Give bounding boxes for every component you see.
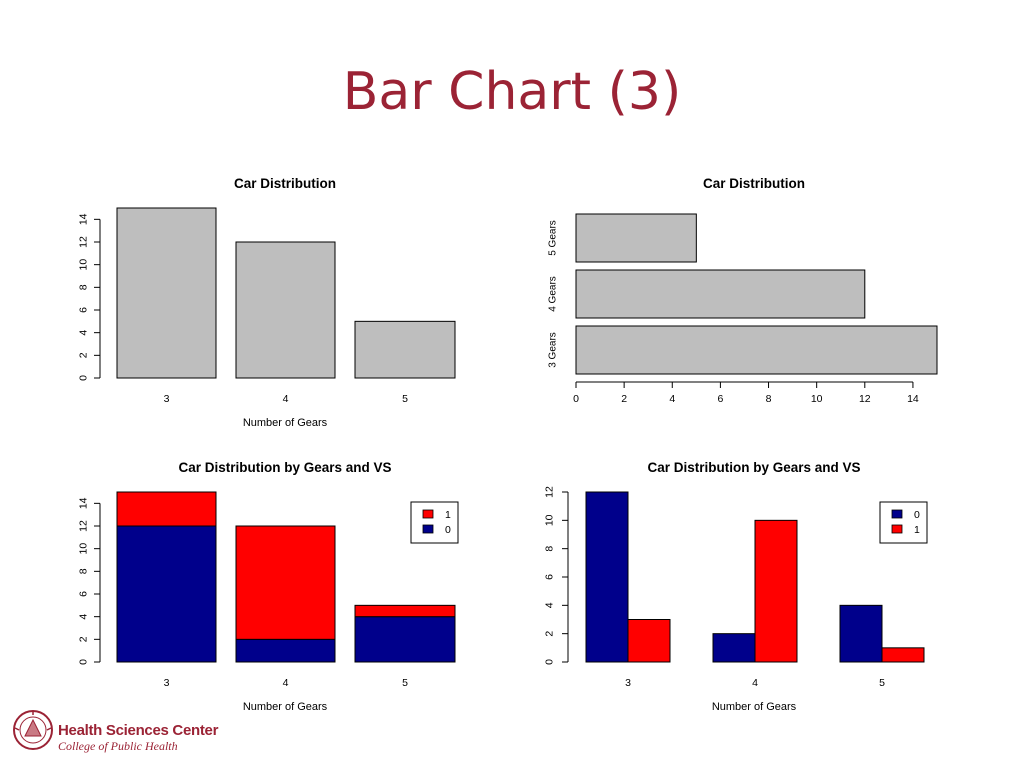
x-tick-label: 12 [859, 393, 871, 405]
y-tick-label: 6 [544, 574, 556, 580]
y-tick-label: 2 [78, 636, 90, 642]
y-tick-label: 12 [544, 486, 556, 498]
bar-segment-0 [235, 638, 336, 663]
y-category-label: 3 Gears [548, 332, 559, 368]
x-tick-label: 0 [573, 393, 579, 405]
chart-car-distribution-horizontal: Car Distribution 0 2 4 6 8 10 12 14 3 Gears 4 Gear… [548, 176, 938, 405]
legend-swatch [422, 524, 434, 534]
x-tick-label: 8 [766, 393, 772, 405]
y-tick-label: 14 [78, 497, 90, 509]
legend: 10 [410, 501, 459, 544]
y-tick-label: 10 [78, 259, 90, 271]
chart-title: Car Distribution by Gears and VS [647, 460, 860, 475]
legend-box [879, 501, 928, 544]
y-tick-label: 4 [78, 330, 90, 336]
y-tick-label: 14 [78, 213, 90, 225]
x-category-label: 3 [164, 393, 170, 405]
y-tick-label: 8 [78, 284, 90, 290]
y-tick-label: 4 [78, 614, 90, 620]
legend-label: 0 [914, 509, 920, 521]
y-tick-label: 6 [78, 591, 90, 597]
x-category-label: 3 [625, 677, 631, 689]
bar-1 [627, 619, 671, 663]
logo-line1: Health Sciences Center [58, 722, 219, 739]
x-tick-label: 4 [669, 393, 675, 405]
legend-swatch [891, 509, 903, 519]
bar-segment-1 [354, 604, 456, 618]
x-tick-label: 14 [907, 393, 919, 405]
x-category-label: 5 [879, 677, 885, 689]
hsc-logo: Health Sciences Center College of Public… [12, 708, 232, 756]
chart-stacked-gears-vs: Car Distribution by Gears and VS02468101… [78, 460, 459, 713]
bar [116, 207, 217, 379]
bar-0 [839, 604, 883, 663]
y-tick-label: 2 [78, 352, 90, 358]
x-category-label: 4 [752, 677, 758, 689]
seal-icon [13, 710, 53, 750]
bar [575, 325, 938, 375]
logo-line2: College of Public Health [58, 739, 178, 753]
bar-0 [585, 491, 629, 663]
chart-grouped-gears-vs: Car Distribution by Gears and VS02468101… [544, 460, 928, 713]
bar-segment-1 [235, 525, 336, 640]
bar-1 [754, 519, 798, 663]
y-tick-label: 0 [544, 659, 556, 665]
y-tick-label: 8 [78, 568, 90, 574]
slide-title: Bar Chart (3) [342, 62, 682, 122]
y-category-label: 4 Gears [548, 276, 559, 312]
legend: 01 [879, 501, 928, 544]
x-axis-label: Number of Gears [243, 417, 328, 429]
legend-label: 1 [445, 509, 451, 521]
bar [235, 241, 336, 379]
y-tick-label: 0 [78, 375, 90, 381]
bar-segment-0 [354, 616, 456, 663]
y-tick-label: 8 [544, 546, 556, 552]
chart-title: Car Distribution [234, 176, 336, 191]
bar [575, 213, 697, 263]
y-category-label: 5 Gears [548, 220, 559, 256]
x-category-label: 5 [402, 393, 408, 405]
x-tick-label: 2 [621, 393, 627, 405]
chart-car-distribution-vertical: Car Distribution 0 2 4 6 8 10 12 14 3 4 5 Number of … [78, 176, 456, 429]
y-tick-label: 10 [544, 514, 556, 526]
chart-title: Car Distribution [703, 176, 805, 191]
bar [354, 320, 456, 379]
bar-segment-0 [116, 525, 217, 663]
legend-box [410, 501, 459, 544]
x-category-label: 3 [164, 677, 170, 689]
chart-title: Car Distribution by Gears and VS [178, 460, 391, 475]
x-axis-label: Number of Gears [712, 701, 797, 713]
bar-segment-1 [116, 491, 217, 527]
y-tick-label: 12 [78, 236, 90, 248]
x-category-label: 4 [283, 677, 289, 689]
legend-label: 0 [445, 524, 451, 536]
bar-0 [712, 633, 756, 663]
y-tick-label: 4 [544, 602, 556, 608]
y-tick-label: 12 [78, 520, 90, 532]
x-axis-label: Number of Gears [243, 701, 328, 713]
legend-swatch [422, 509, 434, 519]
bar-1 [881, 647, 925, 663]
y-tick-label: 10 [78, 543, 90, 555]
x-tick-label: 6 [717, 393, 723, 405]
x-category-label: 4 [283, 393, 289, 405]
x-category-label: 5 [402, 677, 408, 689]
y-tick-label: 6 [78, 307, 90, 313]
bar [575, 269, 866, 319]
y-tick-label: 2 [544, 631, 556, 637]
legend-swatch [891, 524, 903, 534]
y-tick-label: 0 [78, 659, 90, 665]
x-tick-label: 10 [811, 393, 823, 405]
legend-label: 1 [914, 524, 920, 536]
